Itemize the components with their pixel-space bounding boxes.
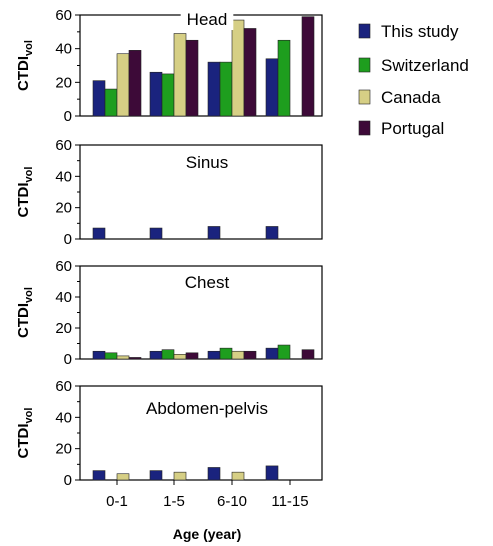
bar-head-portugal-0-1 xyxy=(128,50,142,117)
bar-sinus-this-study-0-1 xyxy=(92,227,106,240)
x-tick-label: 6-10 xyxy=(217,493,247,510)
x-axis-title: Age (year) xyxy=(173,526,241,542)
bar-head-this-study-6-10 xyxy=(207,61,221,117)
legend-item-canada: Canada xyxy=(358,88,441,107)
bar-chest-canada-6-10 xyxy=(231,350,245,360)
legend: This study Switzerland Canada Portugal xyxy=(358,22,469,138)
bar-head-canada-1-5 xyxy=(173,33,187,117)
bar-abdomen-pelvis-canada-1-5 xyxy=(173,471,187,481)
x-tick-label: 0-1 xyxy=(106,493,128,510)
y-axis-title: CTDIvol xyxy=(15,167,35,218)
y-tick-label: 20 xyxy=(55,320,72,337)
bar-abdomen-pelvis-this-study-0-1 xyxy=(92,470,106,481)
y-axis-title: CTDIvol xyxy=(15,287,35,338)
y-tick-label: 60 xyxy=(55,137,72,154)
bar-head-switzerland-0-1 xyxy=(104,88,118,117)
bar-head-switzerland-11-15 xyxy=(277,39,291,117)
panel-sinus: 0 20 40 60 Sinus CTDIvol xyxy=(15,137,323,248)
x-tick-label: 11-15 xyxy=(271,493,308,510)
bar-chest-switzerland-1-5 xyxy=(161,349,175,360)
bar-head-portugal-1-5 xyxy=(185,39,199,117)
bar-chest-switzerland-11-15 xyxy=(277,344,291,360)
y-axis-title-subscript: vol xyxy=(23,408,35,424)
y-tick-label: 40 xyxy=(55,168,72,185)
y-axis-title-subscript: vol xyxy=(23,167,35,183)
legend-item-portugal: Portugal xyxy=(358,119,444,138)
y-tick-label: 20 xyxy=(55,441,72,458)
bar-chest-portugal-11-15 xyxy=(301,349,315,360)
bar-chest-portugal-1-5 xyxy=(185,352,199,360)
legend-item-this-study: This study xyxy=(358,22,459,41)
y-tick-label: 40 xyxy=(55,289,72,306)
bar-head-this-study-1-5 xyxy=(149,71,163,117)
y-axis-title-main: CTDI xyxy=(15,303,32,338)
bar-abdomen-pelvis-this-study-11-15 xyxy=(265,465,279,481)
y-axis-title: CTDIvol xyxy=(15,408,35,459)
y-axis-title-subscript: vol xyxy=(23,287,35,303)
y-tick-label: 60 xyxy=(55,258,72,275)
x-axis-group: 0-1 1-5 6-10 11-15 xyxy=(106,480,309,510)
legend-swatch xyxy=(358,23,371,39)
y-tick-label: 40 xyxy=(55,409,72,426)
panel-title-background xyxy=(180,9,234,30)
bar-sinus-this-study-6-10 xyxy=(207,226,221,240)
bar-head-switzerland-1-5 xyxy=(161,73,175,117)
y-axis-title-main: CTDI xyxy=(15,423,32,458)
panel-title-abdomen-pelvis: Abdomen-pelvis xyxy=(146,399,268,418)
panel-title-head: Head xyxy=(187,10,228,29)
y-axis-title-main: CTDI xyxy=(15,56,32,91)
bar-sinus-this-study-1-5 xyxy=(149,227,163,240)
bar-head-this-study-0-1 xyxy=(92,80,106,117)
bar-chest-this-study-1-5 xyxy=(149,350,163,360)
y-tick-label: 60 xyxy=(55,378,72,395)
bar-abdomen-pelvis-canada-6-10 xyxy=(231,471,245,481)
y-axis-title-main: CTDI xyxy=(15,182,32,217)
legend-swatch xyxy=(358,89,371,105)
bar-head-this-study-11-15 xyxy=(265,58,279,117)
panel-head: 0 20 40 60 Head CTDIvol xyxy=(15,7,323,125)
legend-label: Canada xyxy=(381,88,441,107)
legend-label: This study xyxy=(381,22,459,41)
y-tick-label: 20 xyxy=(55,74,72,91)
y-axis-title-subscript: vol xyxy=(23,40,35,56)
y-axis-title: CTDIvol xyxy=(15,40,35,91)
legend-label: Switzerland xyxy=(381,56,469,75)
legend-swatch xyxy=(358,120,371,136)
bar-head-canada-0-1 xyxy=(116,53,130,117)
legend-swatch xyxy=(358,57,371,73)
legend-label: Portugal xyxy=(381,119,444,138)
y-tick-label: 0 xyxy=(64,351,72,368)
y-tick-label: 40 xyxy=(55,41,72,58)
bar-sinus-this-study-11-15 xyxy=(265,226,279,240)
panel-abdomen-pelvis: 0 20 40 60 Abdomen-pelvis CTDIvol xyxy=(15,378,323,489)
bar-chest-this-study-6-10 xyxy=(207,350,221,360)
bar-abdomen-pelvis-this-study-1-5 xyxy=(149,470,163,481)
bar-head-canada-6-10 xyxy=(231,19,245,117)
bar-head-portugal-11-15 xyxy=(301,16,315,117)
bar-abdomen-pelvis-canada-0-1 xyxy=(116,473,130,481)
y-tick-label: 20 xyxy=(55,200,72,217)
bar-abdomen-pelvis-this-study-6-10 xyxy=(207,467,221,481)
legend-item-switzerland: Switzerland xyxy=(358,56,469,75)
bar-chest-switzerland-0-1 xyxy=(104,352,118,360)
y-tick-label: 0 xyxy=(64,472,72,489)
bar-chest-canada-0-1 xyxy=(116,355,130,360)
y-tick-label: 0 xyxy=(64,231,72,248)
y-tick-label: 0 xyxy=(64,108,72,125)
bar-chest-this-study-11-15 xyxy=(265,347,279,360)
y-tick-label: 60 xyxy=(55,7,72,24)
x-tick-label: 1-5 xyxy=(163,493,185,510)
bar-chest-this-study-0-1 xyxy=(92,350,106,360)
bar-head-portugal-6-10 xyxy=(243,28,257,117)
panel-chest: 0 20 40 60 Chest CTDIvol xyxy=(15,258,323,368)
panel-title-sinus: Sinus xyxy=(186,153,229,172)
bar-chest-canada-1-5 xyxy=(173,354,187,360)
bar-head-switzerland-6-10 xyxy=(219,61,233,117)
panel-title-chest: Chest xyxy=(185,273,230,292)
bar-chest-portugal-6-10 xyxy=(243,350,257,360)
bar-chest-switzerland-6-10 xyxy=(219,347,233,360)
bar-chest-portugal-0-1 xyxy=(128,357,142,360)
